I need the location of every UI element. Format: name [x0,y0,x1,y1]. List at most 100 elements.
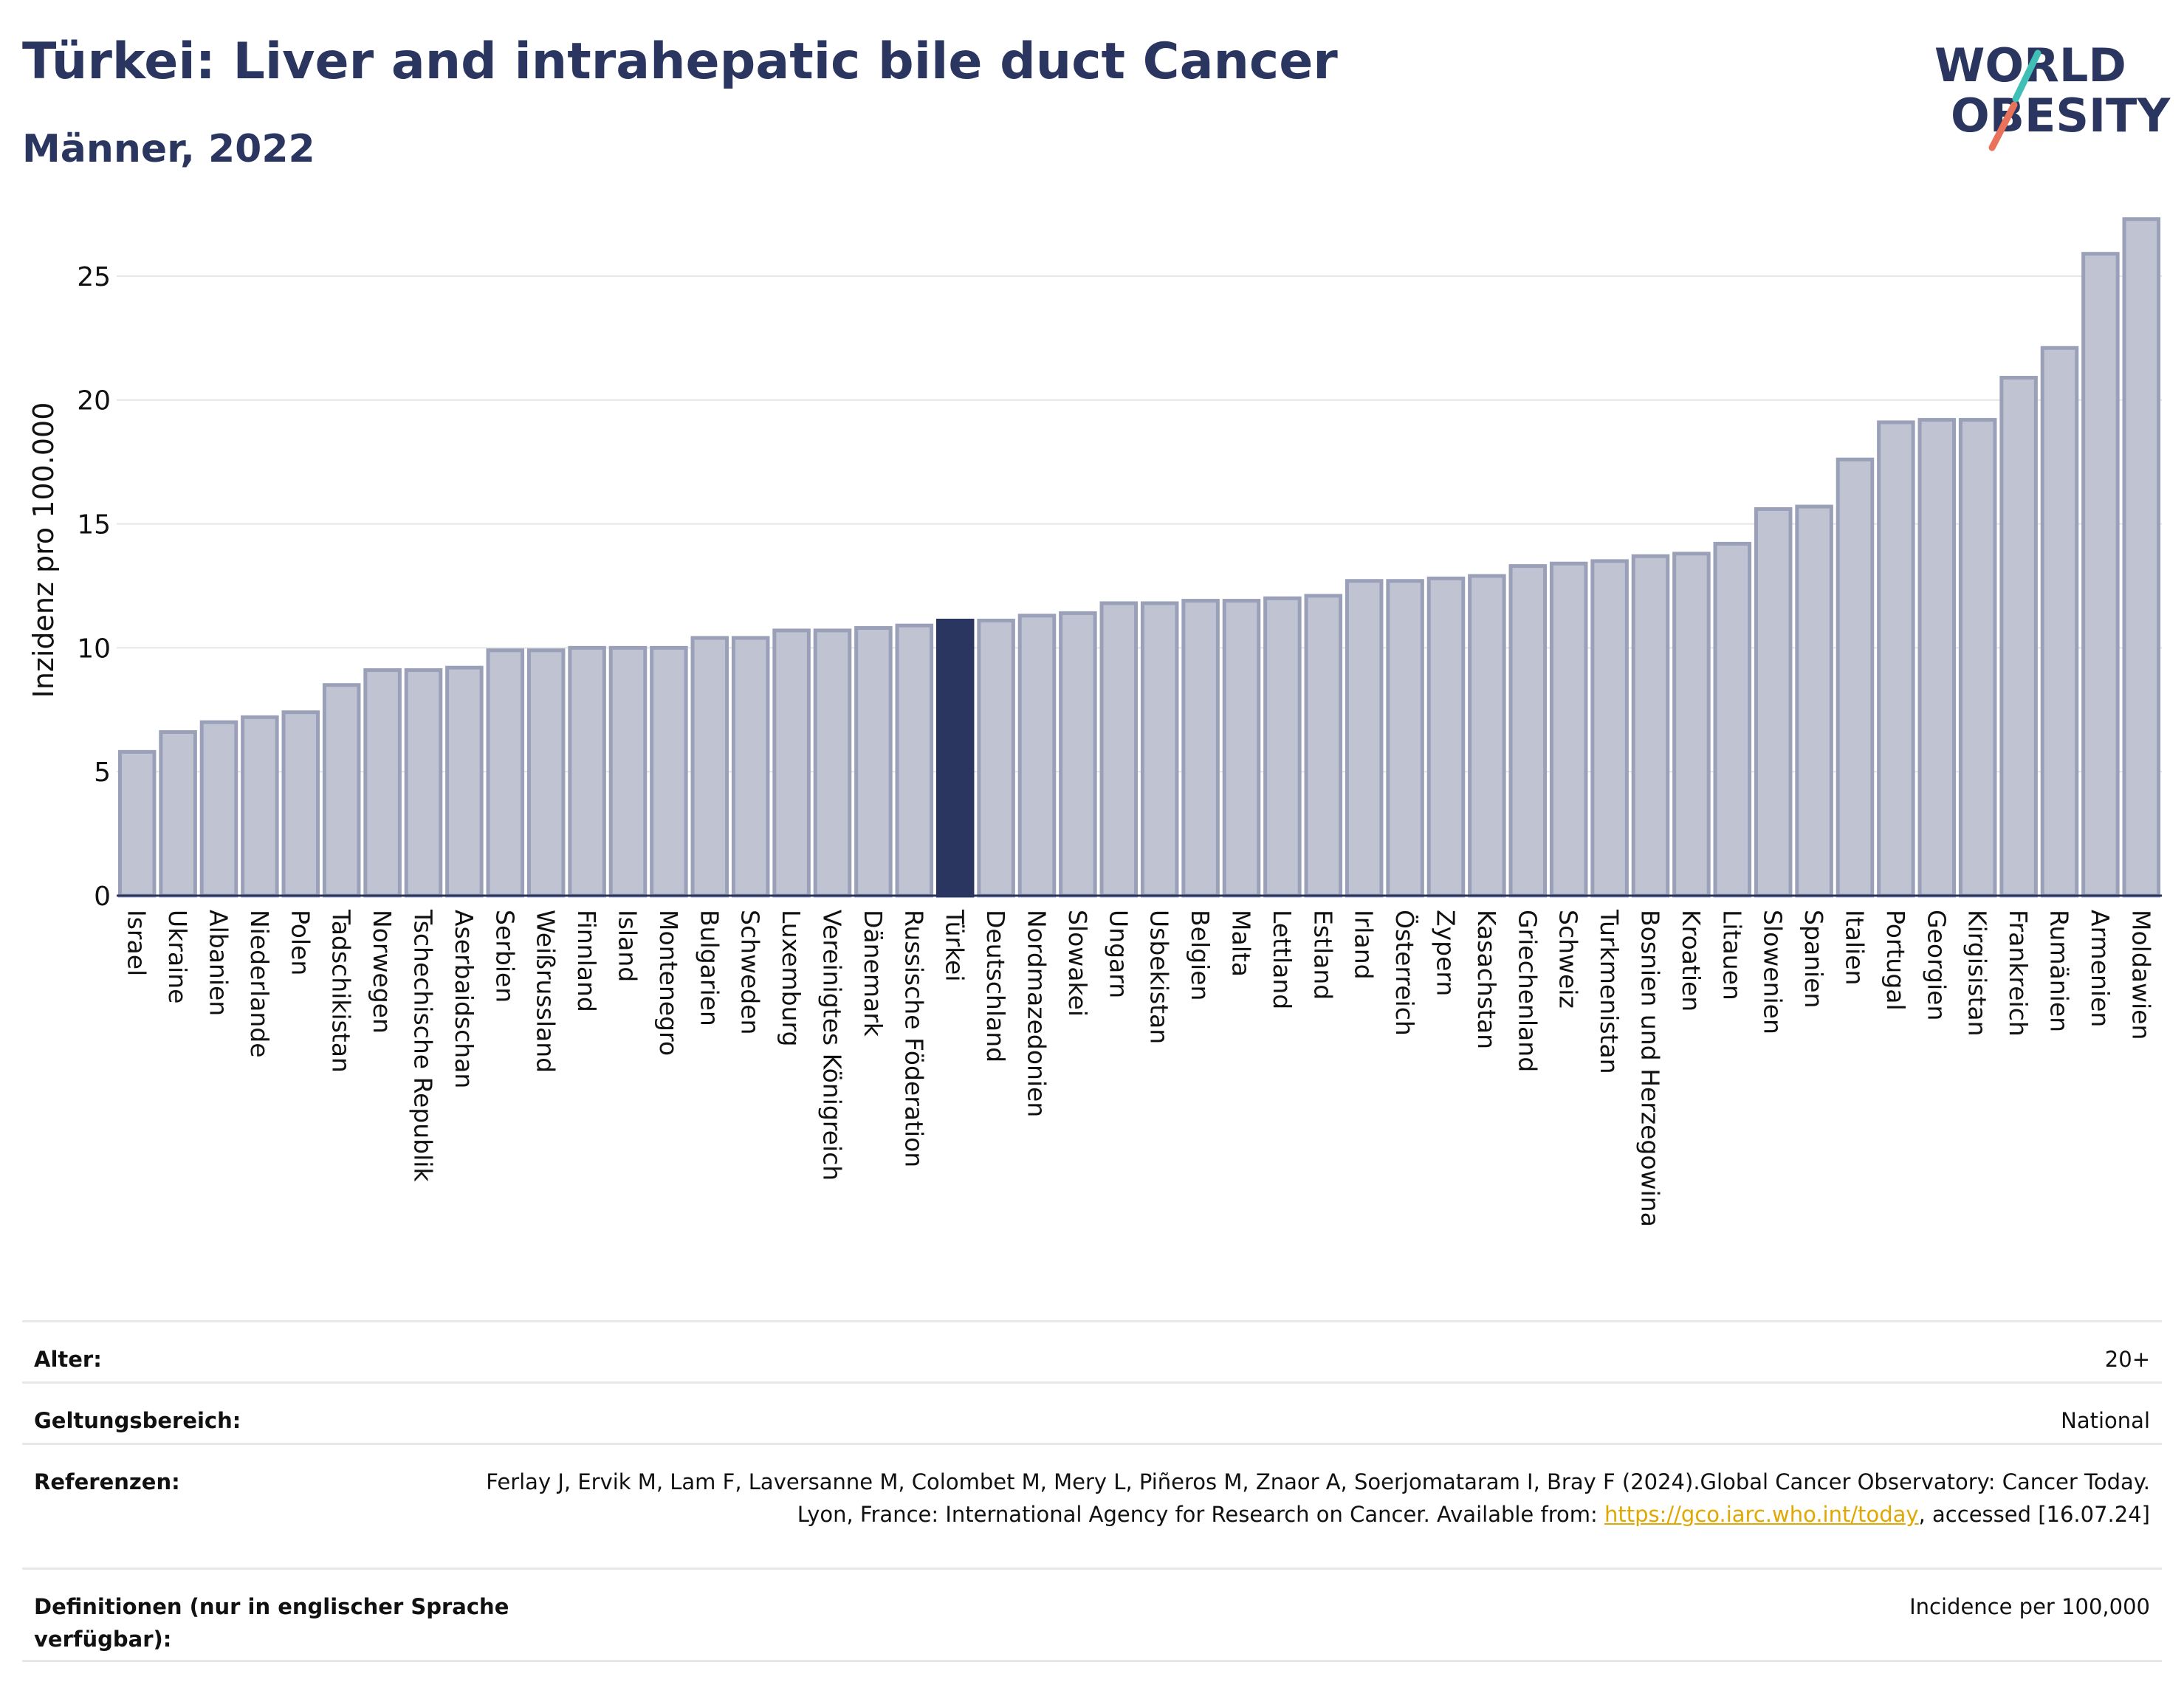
bar-georgien[interactable] [1917,418,1957,898]
bar-italien[interactable] [1836,457,1875,898]
bar-schweiz[interactable] [1549,561,1588,898]
bar-nordmazedonien[interactable] [1017,614,1057,898]
x-tick-label: Island [614,910,642,982]
x-tick-label: Kirgisistan [1963,910,1992,1037]
x-tick-label: Lettland [1268,910,1297,1009]
chart-title: Türkei: Liver and intrahepatic bile duct… [22,32,1338,91]
bar-montenegro[interactable] [650,645,688,898]
x-tick-label: Litauen [1717,910,1746,1000]
x-tick-label: Irland [1350,910,1378,980]
y-tick-label: 20 [77,386,111,416]
bar-vereinigtes-königreich[interactable] [813,628,852,898]
bar-frankreich[interactable] [1999,376,2038,898]
x-tick-label: Tschechische Republik [409,909,438,1182]
bar-russische-föderation[interactable] [895,623,934,898]
bar-bulgarien[interactable] [690,636,729,898]
bar-malta[interactable] [1222,599,1261,898]
y-axis-label: Inzidenz pro 100.000 [27,402,60,698]
bar-norwegen[interactable] [363,668,402,898]
bar-zypern[interactable] [1426,576,1466,898]
bar-turkmenistan[interactable] [1590,559,1629,898]
info-label: Geltungsbereich: [34,1408,241,1433]
bar-albanien[interactable] [199,720,238,898]
bar-spanien[interactable] [1795,504,1833,898]
x-tick-label: Moldawien [2126,910,2155,1040]
bar-kasachstan[interactable] [1468,574,1506,898]
x-tick-label: Finnland [572,910,601,1012]
x-tick-label: Albanien [205,910,233,1016]
reference-accessed: , accessed [16.07.24] [1918,1502,2150,1527]
bar-serbien[interactable] [486,648,525,898]
bar-irland[interactable] [1345,579,1384,898]
bar-deutschland[interactable] [977,618,1015,898]
x-tick-label: Israel [123,910,151,976]
bar-litauen[interactable] [1713,541,1752,898]
bar-kroatien[interactable] [1672,552,1711,898]
bar-bosnien-und-herzegowina[interactable] [1631,554,1670,898]
bar-kirgisistan[interactable] [1958,418,1997,898]
x-tick-label: Slowenien [1759,910,1788,1034]
y-axis-ticks: 0 5 10 15 20 25 [77,262,111,912]
x-tick-label: Kroatien [1677,910,1706,1012]
x-tick-label: Tadschikistan [327,909,356,1073]
reference-text: Ferlay J, Ervik M, Lam F, Laversanne M, … [486,1469,2150,1527]
bar-tschechische-republik[interactable] [404,668,443,898]
x-tick-label: Bosnien und Herzegowina [1636,910,1665,1227]
bar-finnland[interactable] [568,645,606,898]
reference-link[interactable]: https://gco.iarc.who.int/today [1604,1502,1919,1527]
bar-usbekistan[interactable] [1140,601,1179,898]
y-tick-label: 10 [77,634,111,664]
y-tick-label: 15 [77,510,111,540]
bar-israel[interactable] [117,749,157,898]
x-tick-label: Schweiz [1554,910,1583,1009]
bars [117,217,2161,898]
x-tick-label: Turkmenistan [1595,909,1624,1074]
x-tick-label: Türkei [941,909,969,982]
bar-island[interactable] [608,645,648,898]
info-value: Incidence per 100,000 [1909,1594,2150,1619]
bar-aserbaidschan[interactable] [445,665,484,898]
x-tick-label: Georgien [1922,910,1951,1020]
bar-portugal[interactable] [1877,420,1915,898]
bar-rumänien[interactable] [2040,346,2079,898]
y-tick-label: 25 [77,262,111,292]
bar-slowenien[interactable] [1754,507,1793,898]
bar-tadschikistan[interactable] [322,683,361,898]
info-row-scope: Geltungsbereich: National [22,1381,2162,1443]
bar-estland[interactable] [1304,594,1343,898]
bar-luxemburg[interactable] [772,628,811,898]
x-tick-label: Belgien [1186,910,1215,1000]
x-tick-label: Niederlande [245,910,274,1058]
y-tick-label: 5 [94,758,111,788]
bar-weißrussland[interactable] [526,648,566,898]
bar-griechenland[interactable] [1508,564,1548,898]
x-tick-label: Weißrussland [532,910,560,1073]
x-tick-label: Serbien [490,910,519,1003]
bar-belgien[interactable] [1181,599,1220,898]
x-tick-label: Deutschland [981,910,1010,1062]
x-tick-label: Malta [1227,910,1256,977]
bar-lettland[interactable] [1263,596,1302,898]
x-tick-label: Dänemark [859,910,887,1037]
bar-dänemark[interactable] [854,626,893,898]
bar-ungarn[interactable] [1099,601,1139,898]
x-tick-label: Griechenland [1513,910,1542,1072]
bar-armenien[interactable] [2081,252,2120,898]
x-axis-labels: Israel Ukraine Albanien Niederlande Polen Tad… [123,909,2156,1227]
bar-slowakei[interactable] [1059,611,1097,898]
x-tick-label: Vereinigtes Königreich [818,910,847,1181]
bar-polen[interactable] [281,710,320,898]
bar-chart: 0 5 10 15 20 25 Inzidenz pro 100.000 Israel Uk… [27,217,2162,1227]
info-value-references: Ferlay J, Ervik M, Lam F, Laversanne M, … [437,1445,2162,1568]
x-tick-label: Kasachstan [1472,910,1501,1049]
bar-niederlande[interactable] [241,715,279,898]
bar-ukraine[interactable] [159,729,197,898]
info-row-definitions: Definitionen (nur in englischer Sprache … [22,1568,2162,1662]
bar-österreich[interactable] [1386,579,1424,898]
x-tick-label: Bulgarien [695,910,724,1026]
x-tick-label: Norwegen [368,910,396,1034]
bar-moldawien[interactable] [2122,217,2161,898]
bar-türkei[interactable] [935,618,975,898]
info-value: 20+ [2104,1347,2150,1372]
bar-schweden[interactable] [731,636,770,898]
